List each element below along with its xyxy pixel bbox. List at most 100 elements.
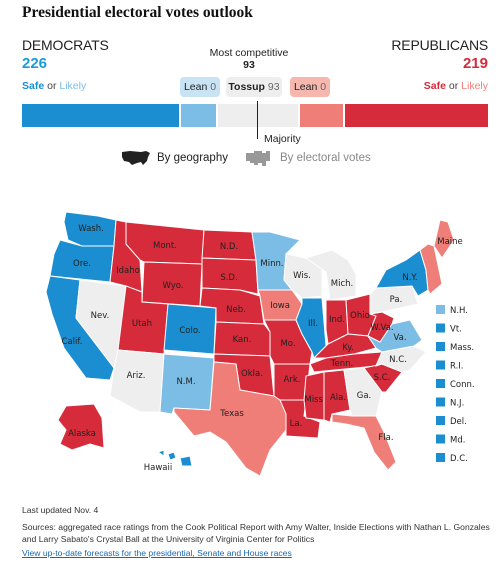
state-label-mont: Mont. <box>153 241 177 251</box>
rep-likely-label: Likely <box>461 80 488 92</box>
democrats-votes: 226 <box>22 55 48 72</box>
lean-rep-pill: Lean 0 <box>290 77 330 97</box>
state-wva[interactable] <box>367 311 395 343</box>
small-state-label: N.J. <box>450 399 464 409</box>
bar-segment-likely-r <box>299 104 343 127</box>
bar-segment-safe-r <box>344 104 488 127</box>
lean-dem-label: Lean <box>183 81 208 93</box>
small-state-label: Mass. <box>450 343 474 353</box>
state-label-kan: Kan. <box>233 335 252 345</box>
state-label-nm: N.M. <box>176 377 195 387</box>
state-label-colo: Colo. <box>179 326 200 336</box>
state-label-ala: Ala. <box>330 393 346 403</box>
state-label-iowa: Iowa <box>270 301 290 311</box>
democrats-label: DEMOCRATS <box>22 37 109 53</box>
by-electoral-votes-toggle[interactable]: By electoral votes <box>244 148 371 168</box>
page-title: Presidential electoral votes outlook <box>22 4 253 21</box>
republicans-category-legend: Safe or Likely <box>424 80 488 92</box>
small-state-swatch[interactable] <box>436 379 445 388</box>
us-map-icon <box>122 151 150 165</box>
state-label-wyo: Wyo. <box>162 281 183 291</box>
state-label-miss: Miss. <box>304 395 325 405</box>
state-label-ky: Ky. <box>342 343 353 353</box>
rep-safe-label: Safe <box>423 80 446 92</box>
most-competitive-votes: 93 <box>243 59 255 71</box>
forecasts-link[interactable]: View up-to-date forecasts for the presid… <box>22 548 292 558</box>
state-sd[interactable] <box>201 257 259 295</box>
small-state-swatch[interactable] <box>436 360 445 370</box>
state-label-alaska: Alaska <box>68 429 96 439</box>
tossup-label: Tossup <box>228 81 265 93</box>
small-state-swatch[interactable] <box>436 342 445 351</box>
state-label-hawaii: Hawaii <box>144 463 172 473</box>
state-miss[interactable] <box>303 371 325 421</box>
state-alaska[interactable] <box>57 403 105 451</box>
us-electoral-map: Wash. Ore. Calif. Nev. Idaho Mont. Wyo. … <box>45 211 475 477</box>
state-ill[interactable] <box>295 297 327 359</box>
state-label-ark: Ark. <box>284 375 301 385</box>
small-state-swatch[interactable] <box>436 305 445 314</box>
bar-gap <box>179 104 182 127</box>
bar-gap <box>216 104 219 127</box>
state-label-ore: Ore. <box>73 259 91 269</box>
state-label-ind: Ind. <box>329 315 345 325</box>
state-label-mo: Mo. <box>280 339 295 349</box>
state-label-minn: Minn. <box>260 259 283 269</box>
by-geography-toggle[interactable]: By geography <box>121 148 228 168</box>
tossup-pill: Tossup 93 <box>226 77 282 97</box>
dem-or-label: or <box>47 80 57 92</box>
state-label-pa: Pa. <box>390 295 403 305</box>
bar-gap <box>297 104 300 127</box>
small-state-label: Del. <box>450 417 467 427</box>
small-state-label: Md. <box>450 436 465 446</box>
republicans-votes: 219 <box>462 55 488 72</box>
small-state-label: R.I. <box>450 362 464 372</box>
state-label-mich: Mich. <box>331 279 353 289</box>
state-label-neb: Neb. <box>226 305 246 315</box>
majority-marker <box>257 101 258 139</box>
state-label-ill: Ill. <box>308 319 318 329</box>
lean-dem-pill: Lean 0 <box>180 77 220 97</box>
bar-segment-safe-d <box>22 104 180 127</box>
state-mich[interactable] <box>304 249 357 301</box>
small-state-swatch[interactable] <box>436 323 445 333</box>
state-label-ohio: Ohio <box>350 311 370 321</box>
state-fla[interactable] <box>331 413 397 471</box>
state-new-england[interactable] <box>419 243 443 295</box>
dem-likely-label: Likely <box>59 80 87 92</box>
bar-gap <box>342 104 345 127</box>
small-state-swatch[interactable] <box>436 434 445 444</box>
state-label-fla: Fla. <box>378 433 393 443</box>
state-ariz[interactable] <box>109 349 165 413</box>
by-electoral-votes-label: By electoral votes <box>280 152 371 164</box>
state-maine[interactable] <box>433 219 455 259</box>
most-competitive-label: Most competitive <box>209 47 289 59</box>
small-state-swatch[interactable] <box>436 453 445 462</box>
state-label-wash: Wash. <box>78 224 104 234</box>
last-updated: Last updated Nov. 4 <box>22 505 99 515</box>
lean-rep-label: Lean <box>293 81 318 93</box>
state-label-wva: W.Va. <box>370 323 393 333</box>
state-label-utah: Utah <box>132 319 152 329</box>
rep-or-label: or <box>448 80 459 92</box>
electoral-vote-bar <box>22 104 488 127</box>
lean-dem-value: 0 <box>210 81 217 93</box>
state-label-wis: Wis. <box>293 271 311 281</box>
state-texas[interactable] <box>173 361 287 477</box>
state-label-va: Va. <box>393 333 406 343</box>
state-label-ariz: Ariz. <box>127 371 146 381</box>
bar-segment-likely-d <box>181 104 217 127</box>
cartogram-icon <box>246 151 270 166</box>
small-state-swatch[interactable] <box>436 416 445 425</box>
state-label-nd: N.D. <box>220 242 238 252</box>
state-label-nc: N.C. <box>389 355 407 365</box>
state-hawaii[interactable] <box>156 449 193 467</box>
small-state-label: Vt. <box>450 325 462 335</box>
state-label-calif: Calif. <box>62 337 83 347</box>
republicans-label: REPUBLICANS <box>391 37 488 53</box>
small-state-label: Conn. <box>450 380 475 390</box>
sources-note: Sources: aggregated race ratings from th… <box>22 522 490 544</box>
small-state-swatch[interactable] <box>436 397 445 407</box>
state-label-maine: Maine <box>437 237 463 247</box>
state-label-la: La. <box>290 419 303 429</box>
